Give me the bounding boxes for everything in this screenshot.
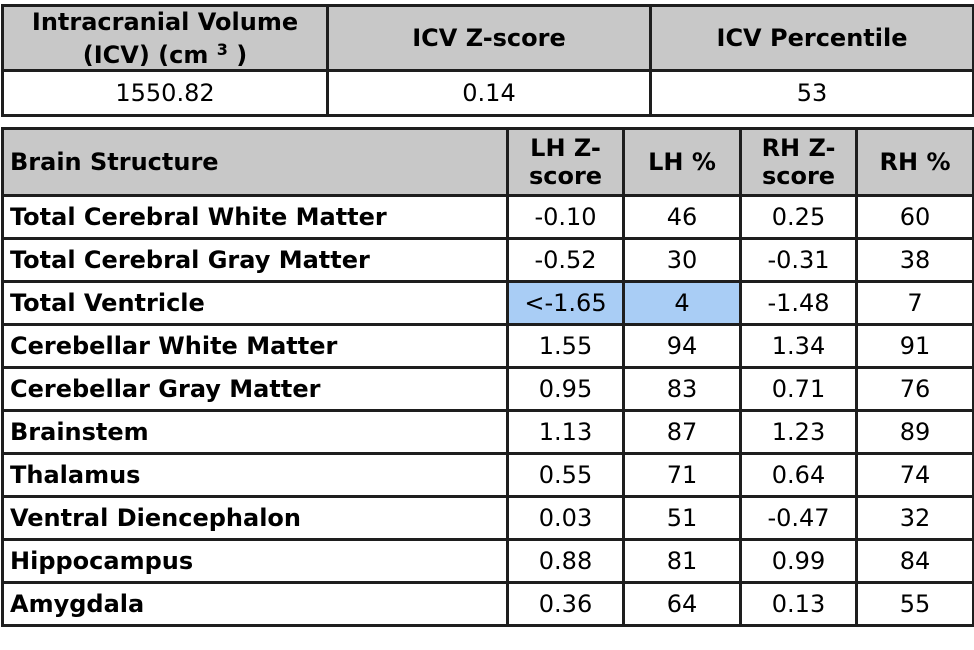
value-cell: 76 [855, 366, 974, 412]
icv-header: ICV Percentile [649, 4, 974, 72]
value-cell: <-1.65 [506, 280, 625, 326]
brain-header: RH % [855, 127, 974, 197]
value-cell: 83 [622, 366, 742, 412]
value-cell: 74 [855, 452, 974, 498]
value-cell: 55 [855, 581, 974, 627]
value-cell: -0.31 [739, 237, 858, 283]
structure-name: Cerebellar White Matter [1, 323, 509, 369]
value-cell: 91 [855, 323, 974, 369]
structure-name: Amygdala [1, 581, 509, 627]
value-cell: 46 [622, 194, 742, 240]
brain-row: Thalamus 0.55 71 0.64 74 [1, 452, 974, 498]
brain-row: Cerebellar Gray Matter 0.95 83 0.71 76 [1, 366, 974, 412]
value-cell: 0.95 [506, 366, 625, 412]
icv-row: 1550.82 0.14 53 [1, 69, 974, 117]
value-cell: 0.36 [506, 581, 625, 627]
header-text: Intracranial Volume [31, 7, 299, 36]
brain-row: Cerebellar White Matter 1.55 94 1.34 91 [1, 323, 974, 369]
brain-header: Brain Structure [1, 127, 509, 197]
value-cell: 0.25 [739, 194, 858, 240]
brain-table: Brain Structure LH Z-score LH % RH Z-score R… [1, 127, 974, 627]
value-cell: 87 [622, 409, 742, 455]
value-cell: 30 [622, 237, 742, 283]
icv-cell: 53 [649, 69, 974, 117]
brain-row: Total Ventricle <-1.65 4 -1.48 7 [1, 280, 974, 326]
value-cell: 1.13 [506, 409, 625, 455]
brain-row: Total Cerebral Gray Matter -0.52 30 -0.31 38 [1, 237, 974, 283]
value-cell: -0.52 [506, 237, 625, 283]
icv-cell: 0.14 [326, 69, 652, 117]
structure-name: Total Ventricle [1, 280, 509, 326]
brain-row: Total Cerebral White Matter -0.10 46 0.25 60 [1, 194, 974, 240]
icv-table: Intracranial Volume (ICV) (cm 3 ) ICV Z-… [1, 4, 974, 117]
value-cell: 7 [855, 280, 974, 326]
value-cell: 0.13 [739, 581, 858, 627]
value-cell: 60 [855, 194, 974, 240]
structure-name: Thalamus [1, 452, 509, 498]
structure-name: Cerebellar Gray Matter [1, 366, 509, 412]
brain-header: LH Z-score [506, 127, 625, 197]
value-cell: 89 [855, 409, 974, 455]
value-cell: -0.10 [506, 194, 625, 240]
value-cell: 1.55 [506, 323, 625, 369]
icv-cell: 1550.82 [1, 69, 329, 117]
value-cell: 1.23 [739, 409, 858, 455]
header-superscript: 3 [216, 39, 228, 59]
structure-name: Ventral Diencephalon [1, 495, 509, 541]
brain-header: LH % [622, 127, 742, 197]
value-cell: 0.03 [506, 495, 625, 541]
icv-header: ICV Z-score [326, 4, 652, 72]
brain-row: Amygdala 0.36 64 0.13 55 [1, 581, 974, 627]
value-cell: 1.34 [739, 323, 858, 369]
value-cell: 0.55 [506, 452, 625, 498]
value-cell: 32 [855, 495, 974, 541]
header-text: ) [236, 40, 248, 69]
value-cell: -1.48 [739, 280, 858, 326]
brain-row: Brainstem 1.13 87 1.23 89 [1, 409, 974, 455]
value-cell: 94 [622, 323, 742, 369]
brain-row: Ventral Diencephalon 0.03 51 -0.47 32 [1, 495, 974, 541]
value-cell: 64 [622, 581, 742, 627]
value-cell: 51 [622, 495, 742, 541]
value-cell: 38 [855, 237, 974, 283]
value-cell: 71 [622, 452, 742, 498]
brain-header: RH Z-score [739, 127, 858, 197]
value-cell: 84 [855, 538, 974, 584]
value-cell: 81 [622, 538, 742, 584]
value-cell: 0.71 [739, 366, 858, 412]
value-cell: 0.64 [739, 452, 858, 498]
structure-name: Total Cerebral Gray Matter [1, 237, 509, 283]
icv-header: Intracranial Volume (ICV) (cm 3 ) [1, 4, 329, 72]
brain-header-row: Brain Structure LH Z-score LH % RH Z-score R… [1, 127, 974, 197]
value-cell: 0.88 [506, 538, 625, 584]
brain-row: Hippocampus 0.88 81 0.99 84 [1, 538, 974, 584]
structure-name: Total Cerebral White Matter [1, 194, 509, 240]
value-cell: -0.47 [739, 495, 858, 541]
structure-name: Hippocampus [1, 538, 509, 584]
icv-header-row: Intracranial Volume (ICV) (cm 3 ) ICV Z-… [1, 4, 974, 72]
header-text: (ICV) (cm [82, 40, 209, 69]
value-cell: 0.99 [739, 538, 858, 584]
structure-name: Brainstem [1, 409, 509, 455]
value-cell: 4 [622, 280, 742, 326]
